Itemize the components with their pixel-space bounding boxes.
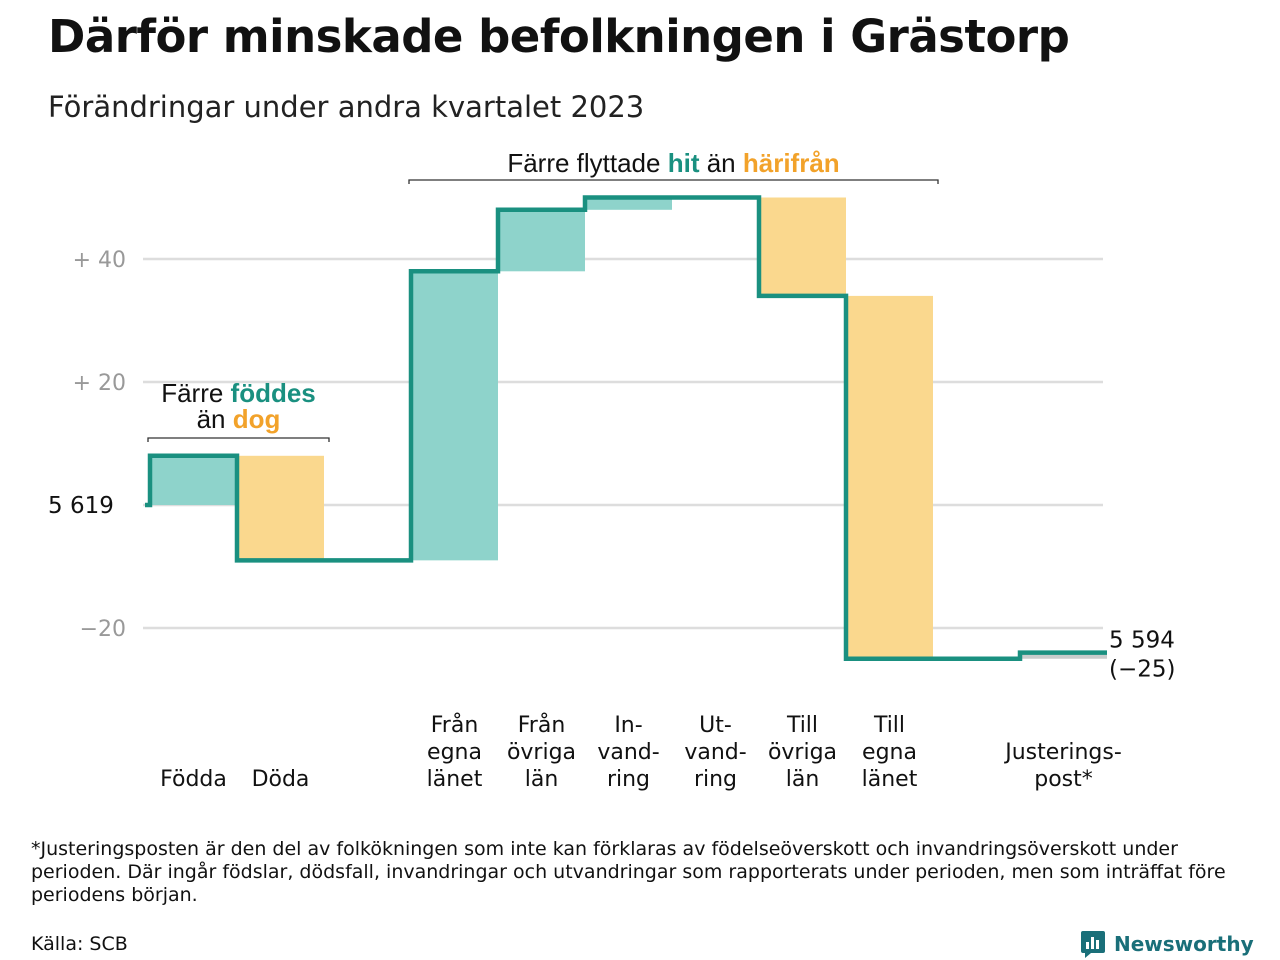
annotation-text-part: än xyxy=(197,404,233,434)
annotation-text-part: Färre flyttade xyxy=(507,148,667,178)
category-label: länet xyxy=(862,767,918,792)
cumulative-step-line xyxy=(145,195,1107,661)
baseline-value-label: 5 619 xyxy=(48,493,114,519)
bar xyxy=(585,197,672,210)
annotation-line: än dog xyxy=(197,404,281,434)
category-label: post* xyxy=(1034,767,1093,792)
category-label: Födda xyxy=(160,767,227,792)
y-tick-label: + 20 xyxy=(73,371,126,396)
y-tick-label: + 40 xyxy=(73,248,126,273)
category-label: In- xyxy=(614,713,642,738)
source-credit: Källa: SCB xyxy=(31,933,128,955)
footnote: *Justeringsposten är den del av folkökni… xyxy=(31,838,1226,906)
bar xyxy=(411,271,498,561)
category-label: länet xyxy=(427,767,483,792)
end-change-label: (−25) xyxy=(1109,657,1175,683)
annotation-line: Färre flyttade hit än härifrån xyxy=(507,148,839,178)
y-tick-label: −20 xyxy=(80,617,126,642)
newsworthy-logo-icon xyxy=(1081,931,1105,958)
brand-name: Newsworthy xyxy=(1114,932,1254,956)
bar xyxy=(759,197,846,296)
category-label: Från xyxy=(518,712,566,738)
category-label: övriga xyxy=(768,740,837,765)
chart-title: Därför minskade befolkningen i Grästorp xyxy=(48,10,1070,63)
annotation-bracket xyxy=(147,437,330,442)
category-label: vand- xyxy=(684,740,746,765)
bar xyxy=(237,455,324,561)
category-label: län xyxy=(525,767,559,792)
annotation-text-part: än xyxy=(699,148,742,178)
category-label: övriga xyxy=(507,740,576,765)
category-label: Döda xyxy=(252,767,310,792)
annotation-text-part: hit xyxy=(668,148,700,178)
bar xyxy=(1020,652,1107,659)
annotation-line: Färre föddes xyxy=(161,378,316,408)
category-label: Justerings- xyxy=(1003,740,1122,765)
category-label: Till xyxy=(786,713,818,738)
annotation-bracket xyxy=(408,179,939,184)
bar xyxy=(846,295,933,659)
brand-logo[interactable]: Newsworthy xyxy=(1080,928,1254,960)
category-label: län xyxy=(786,767,820,792)
category-label: vand- xyxy=(597,740,659,765)
category-label: Från xyxy=(431,712,479,738)
category-label: Till xyxy=(873,713,905,738)
annotation-text-part: dog xyxy=(233,404,281,434)
annotation-text-part: härifrån xyxy=(743,148,840,178)
category-label: ring xyxy=(694,767,737,792)
end-value-label: 5 594 xyxy=(1109,628,1175,654)
category-label: egna xyxy=(427,740,482,765)
chart-subtitle: Förändringar under andra kvartalet 2023 xyxy=(48,90,645,124)
category-label: ring xyxy=(607,767,650,792)
category-label: egna xyxy=(862,740,917,765)
category-label: Ut- xyxy=(699,713,732,738)
bar xyxy=(150,455,237,505)
annotation-text-part: Färre xyxy=(161,378,230,408)
bar xyxy=(498,209,585,272)
annotation-text-part: föddes xyxy=(231,378,316,408)
